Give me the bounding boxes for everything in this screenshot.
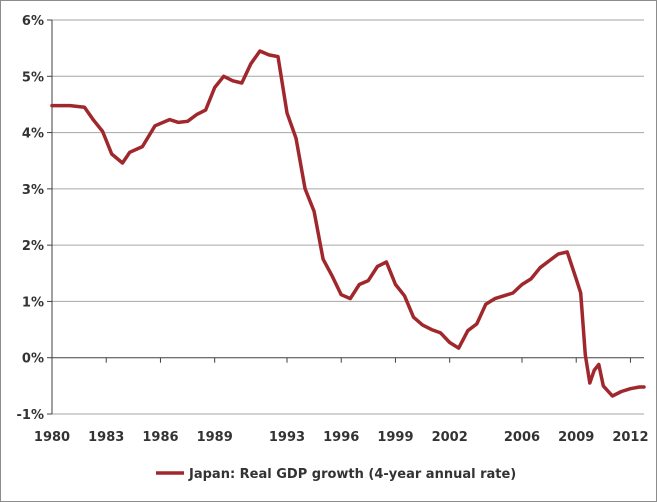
y-tick-label: 3% [22, 183, 44, 198]
tick-labels: 6% 5% 4% 3% 2% 1% 0% -1% 1980 1983 1986 1989 1993 199… [17, 14, 649, 445]
axes [47, 19, 644, 415]
y-tick-label: 0% [22, 352, 44, 367]
x-tick-label: 1999 [377, 430, 413, 445]
x-tick-label: 2002 [432, 430, 468, 445]
x-tick-label: 1996 [323, 430, 359, 445]
series-line [50, 49, 646, 398]
x-tick-label: 2009 [558, 430, 594, 445]
gridlines [52, 19, 644, 415]
y-tick-label: 4% [22, 127, 44, 142]
y-tick-label: 2% [22, 239, 44, 254]
legend: Japan: Real GDP growth (4-year annual ra… [156, 467, 516, 482]
x-tick-label: 2006 [504, 430, 540, 445]
x-tick-label: 1993 [269, 430, 305, 445]
x-tick-label: 1980 [34, 430, 70, 445]
series-layer [50, 49, 646, 398]
y-tick-label: 6% [22, 14, 44, 29]
legend-label: Japan: Real GDP growth (4-year annual ra… [188, 467, 516, 482]
x-tick-label: 1983 [88, 430, 124, 445]
y-tick-label: -1% [17, 408, 44, 423]
x-tick-label: 2012 [612, 430, 648, 445]
y-tick-label: 5% [22, 70, 44, 85]
x-tick-label: 1989 [197, 430, 233, 445]
x-tick-label: 1986 [142, 430, 178, 445]
y-tick-label: 1% [22, 295, 44, 310]
